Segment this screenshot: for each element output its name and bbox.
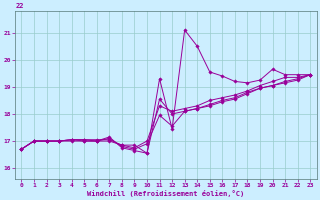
X-axis label: Windchill (Refroidissement éolien,°C): Windchill (Refroidissement éolien,°C) [87, 190, 244, 197]
Text: 22: 22 [15, 3, 24, 9]
